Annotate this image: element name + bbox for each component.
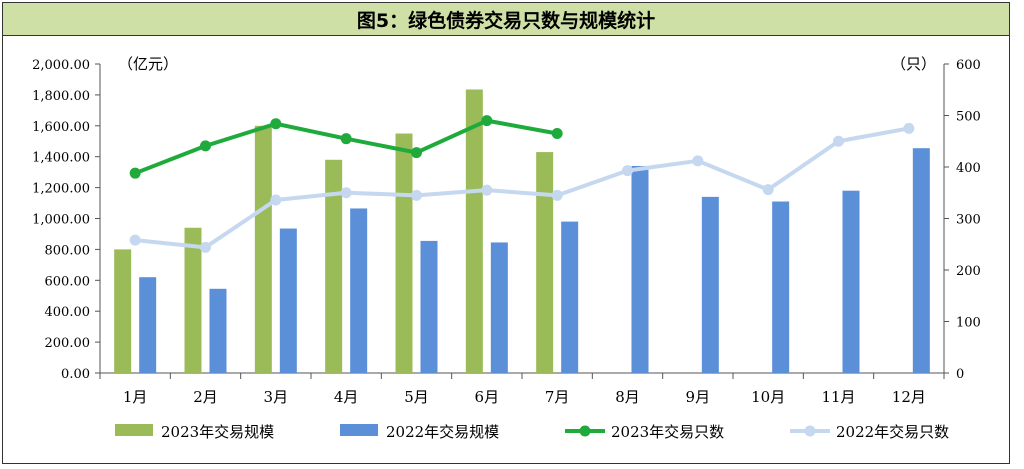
legend-label: 2022年交易规模 [386, 423, 499, 441]
bar-2023-scale [536, 152, 554, 373]
x-tick-label: 3月 [264, 388, 289, 406]
x-tick-label: 6月 [475, 388, 500, 406]
right-tick-label: 500 [956, 110, 981, 125]
x-tick-label: 7月 [545, 388, 570, 406]
bar-2022-scale [420, 240, 438, 373]
right-tick-label: 200 [956, 264, 981, 279]
right-unit-label: （只） [891, 55, 936, 73]
bar-2023-scale [325, 159, 343, 373]
bar-2022-scale [279, 228, 297, 373]
point-2022-count [622, 165, 633, 177]
legend-swatch [340, 424, 378, 436]
left-tick-label: 1,800.00 [32, 89, 90, 104]
point-2022-count [270, 194, 282, 206]
point-2022-count [551, 189, 563, 201]
point-2023-count [411, 147, 422, 159]
left-tick-label: 1,400.00 [32, 151, 90, 166]
lines-layer [129, 115, 915, 253]
line-2022-count [134, 126, 910, 250]
right-tick-label: 0 [956, 367, 964, 382]
left-tick-label: 200.00 [45, 336, 91, 351]
bar-2022-scale [139, 277, 157, 373]
right-tick-label: 100 [956, 316, 981, 331]
bar-2023-scale [465, 89, 483, 374]
point-2023-count [481, 115, 493, 127]
right-tick-label: 400 [956, 161, 981, 176]
x-tick-label: 11月 [821, 388, 855, 406]
legend-label: 2023年交易只数 [611, 423, 724, 441]
right-tick-label: 600 [956, 58, 981, 73]
x-tick-label: 5月 [404, 388, 429, 406]
bar-2022-scale [912, 148, 930, 373]
point-2022-count [692, 155, 704, 167]
point-2022-count [129, 234, 141, 246]
left-unit-label: （亿元） [118, 55, 178, 73]
point-2022-count [833, 135, 844, 147]
x-tick-label: 8月 [615, 388, 640, 406]
chart-frame: 图5：绿色债券交易只数与规模统计 [2, 2, 1010, 464]
point-2023-count [551, 128, 563, 140]
legend-marker [804, 425, 816, 437]
legend-swatch [115, 424, 153, 436]
x-tick-label: 1月 [123, 388, 148, 406]
legend-label: 2022年交易只数 [836, 423, 949, 441]
axes-layer: 0.00 200.00 400.00 600.00 800.00 1,000.00 1,20… [32, 55, 981, 406]
point-2023-count [270, 118, 282, 130]
bars-layer [114, 89, 930, 374]
bar-2022-scale [209, 288, 227, 373]
bar-2022-scale [772, 201, 790, 373]
left-tick-label: 2,000.00 [32, 58, 90, 73]
x-tick-label: 4月 [334, 388, 359, 406]
x-tick-label: 10月 [751, 388, 785, 406]
left-tick-label: 600.00 [45, 274, 91, 289]
point-2022-count [903, 122, 915, 134]
point-2022-count [481, 184, 493, 196]
bar-2022-scale [350, 208, 368, 373]
bar-2022-scale [701, 196, 719, 373]
bar-2022-scale [561, 221, 579, 373]
legend-label: 2023年交易规模 [161, 423, 274, 441]
point-2022-count [340, 187, 352, 199]
bar-2022-scale [631, 165, 649, 373]
left-tick-label: 1,600.00 [32, 120, 90, 135]
bar-2022-scale [490, 242, 508, 373]
left-tick-label: 1,000.00 [32, 213, 90, 228]
left-tick-label: 400.00 [45, 305, 91, 320]
x-tick-label: 9月 [686, 388, 711, 406]
point-2023-count [200, 140, 211, 152]
point-2022-count [411, 189, 422, 201]
chart-title: 图5：绿色债券交易只数与规模统计 [356, 9, 656, 32]
line-2023-count [134, 118, 558, 176]
bar-2023-scale [395, 133, 413, 373]
legend: 2023年交易规模 2022年交易规模 2023年交易只数 2022年交易只数 [115, 423, 949, 441]
right-tick-label: 300 [956, 213, 981, 228]
bar-2022-scale [842, 190, 860, 373]
left-tick-label: 800.00 [45, 243, 91, 258]
left-tick-label: 1,200.00 [32, 182, 90, 197]
x-tick-label: 2月 [193, 388, 218, 406]
point-2022-count [762, 184, 774, 196]
bar-2023-scale [254, 125, 272, 373]
point-2023-count [340, 133, 352, 145]
title-bar: 图5：绿色债券交易只数与规模统计 [3, 3, 1009, 36]
bar-2023-scale [114, 249, 132, 373]
bar-2023-scale [184, 227, 202, 373]
x-tick-label: 12月 [892, 388, 926, 406]
legend-marker [579, 425, 591, 437]
point-2023-count [129, 167, 141, 179]
left-tick-label: 0.00 [61, 367, 90, 382]
point-2022-count [200, 241, 211, 253]
